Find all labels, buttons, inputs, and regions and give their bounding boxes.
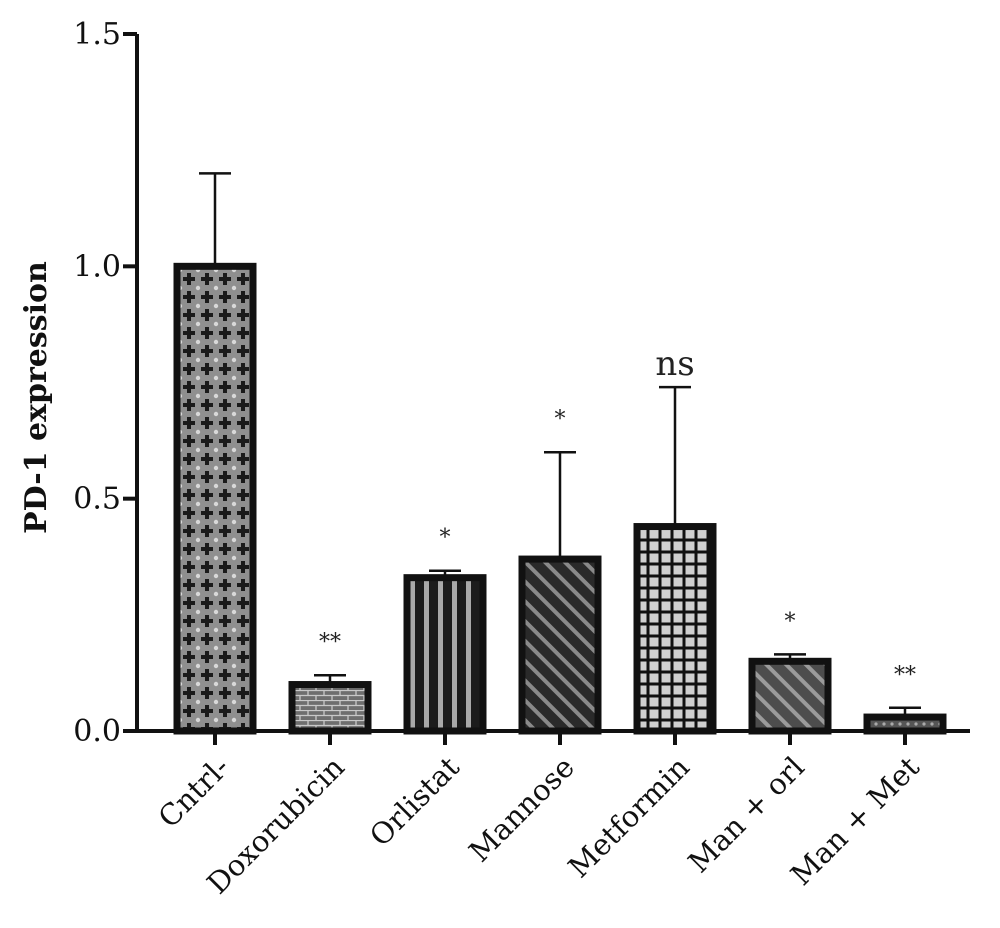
significance-label-orlistat: * xyxy=(440,526,451,551)
category-label-cntrl: Cntrl- xyxy=(151,750,235,834)
category-label-mannose: Mannose xyxy=(462,750,581,869)
significance-label-metformin: ns xyxy=(655,344,694,384)
y-tick-label: 1.5 xyxy=(73,17,121,52)
category-label-metformin: Metformin xyxy=(562,750,696,884)
y-tick-label: 0.5 xyxy=(73,482,121,517)
bar-doxorubicin xyxy=(288,681,372,735)
bar-orlistat xyxy=(403,574,487,735)
significance-label-man-met: ** xyxy=(894,663,916,688)
y-axis-title: PD-1 expression xyxy=(19,261,54,534)
bar-metformin xyxy=(633,523,717,735)
bars xyxy=(173,172,947,735)
significance-label-mannose: * xyxy=(555,407,566,432)
significance-label-man-orl: * xyxy=(785,609,796,634)
y-tick-label: 0.0 xyxy=(73,714,121,749)
y-tick-label: 1.0 xyxy=(73,249,121,284)
category-label-orlistat: Orlistat xyxy=(363,750,466,853)
bar-man-orl xyxy=(748,657,832,735)
significance-label-doxorubicin: ** xyxy=(319,630,341,655)
bar-man-met xyxy=(863,713,947,735)
bar-cntrl xyxy=(173,262,257,735)
axes: 0.0 0.5 1.0 1.5 PD-1 expression xyxy=(19,17,970,749)
bar-mannose xyxy=(518,555,602,735)
